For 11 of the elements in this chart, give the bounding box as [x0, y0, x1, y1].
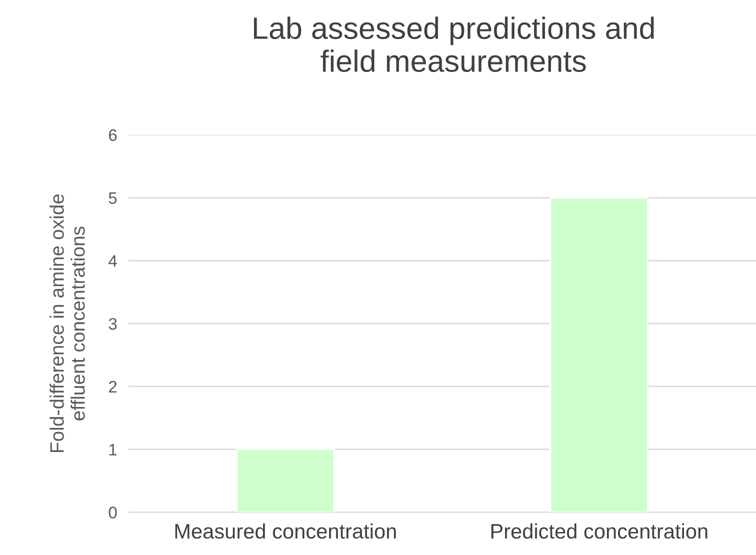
- y-tick-label: 4: [108, 255, 117, 267]
- x-tick-label: Measured concentration: [175, 523, 396, 539]
- y-tick-label: 1: [109, 444, 117, 456]
- y-tick-label: 5: [108, 192, 117, 204]
- y-axis-title: Fold-difference in amine oxide effluent concentrations: [50, 194, 85, 452]
- y-tick-label: 6: [108, 129, 117, 142]
- y-tick-label: 3: [108, 318, 117, 330]
- y-tick-label: 0: [108, 506, 117, 518]
- chart-title: Lab assessed predictions and field measurements: [254, 16, 654, 72]
- y-tick-label: 2: [108, 380, 117, 393]
- x-tick-label: Predicted concentration: [491, 523, 708, 539]
